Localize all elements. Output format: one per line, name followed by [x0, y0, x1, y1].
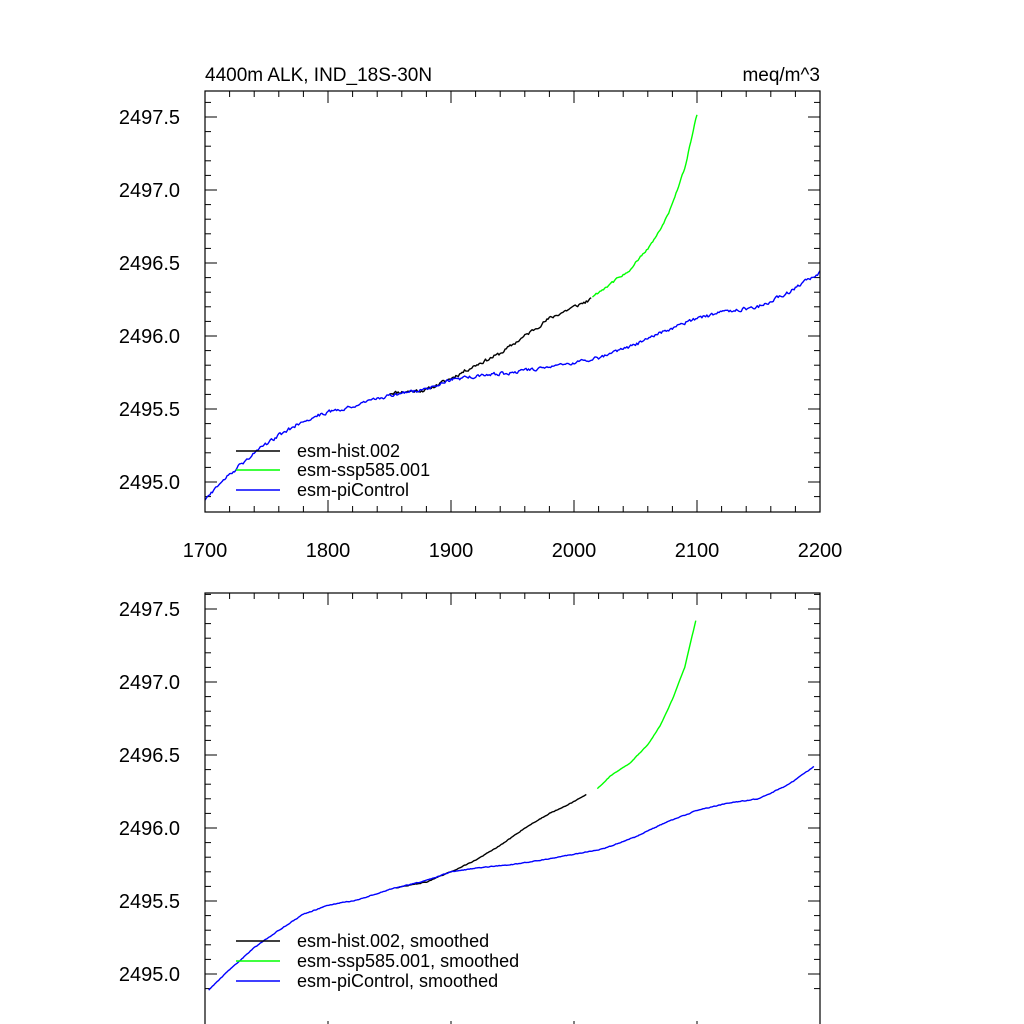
legend-label-ssp585-smoothed: esm-ssp585.001, smoothed [297, 951, 519, 971]
y-tick-label: 2496.0 [119, 326, 180, 348]
x-tick-label: 2100 [675, 540, 720, 562]
legend-label-ssp585: esm-ssp585.001 [297, 460, 430, 480]
y-tick-label: 2497.5 [119, 599, 180, 621]
y-tick-label: 2495.5 [119, 891, 180, 913]
top-series-group [204, 114, 821, 501]
legend-top: esm-hist.002 esm-ssp585.001 esm-piContro… [236, 441, 430, 500]
x-tick-label: 1800 [306, 540, 351, 562]
y-tick-label: 2496.5 [119, 253, 180, 275]
y-tick-label: 2495.5 [119, 399, 180, 421]
y-tick-label: 2495.0 [119, 964, 180, 986]
series-line-esm-picontrol [204, 270, 821, 501]
series-line-esm-picontrol [208, 765, 815, 991]
x-tick-label: 2200 [798, 540, 843, 562]
x-tick-label: 2000 [552, 540, 597, 562]
plot-frame-bottom [204, 592, 821, 1024]
chart-title: 4400m ALK, IND_18S-30N [205, 65, 432, 86]
legend-label-hist-smoothed: esm-hist.002, smoothed [297, 931, 489, 951]
panel-top: 4400m ALK, IND_18S-30N meq/m^3 2497.5 24… [119, 65, 842, 562]
x-tick-label: 1900 [429, 540, 474, 562]
plot-frame-top [204, 90, 821, 513]
bottom-series-group [208, 620, 815, 991]
y-tick-label: 2497.0 [119, 672, 180, 694]
series-line-esm-hist-002 [389, 297, 592, 396]
legend-label-picontrol-smoothed: esm-piControl, smoothed [297, 971, 498, 991]
panel-bottom: 2497.5 2497.0 2496.5 2496.0 2495.5 2495.… [119, 592, 821, 1024]
series-line-esm-hist-002 [395, 793, 587, 889]
x-tick-label: 1700 [183, 540, 228, 562]
y-tick-label: 2496.0 [119, 818, 180, 840]
y-tick-label: 2495.0 [119, 472, 180, 494]
y-tick-label: 2497.5 [119, 107, 180, 129]
units-label: meq/m^3 [742, 65, 820, 86]
top-axis-ticks [204, 91, 821, 512]
y-tick-label: 2496.5 [119, 745, 180, 767]
series-line-esm-ssp585-001 [592, 114, 698, 298]
legend-label-hist: esm-hist.002 [297, 441, 400, 461]
y-tick-label: 2497.0 [119, 180, 180, 202]
legend-label-picontrol: esm-piControl [297, 480, 409, 500]
series-line-esm-ssp585-001 [596, 620, 697, 790]
legend-bottom: esm-hist.002, smoothed esm-ssp585.001, s… [236, 931, 519, 991]
